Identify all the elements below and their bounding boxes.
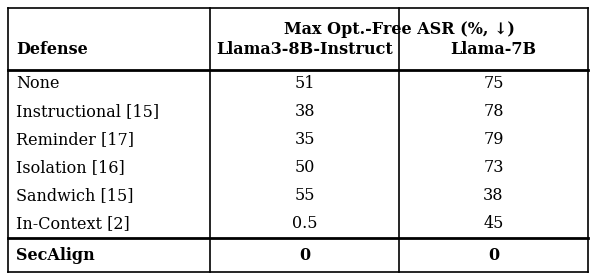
Text: In-Context [2]: In-Context [2]: [16, 216, 130, 232]
Text: 35: 35: [294, 132, 315, 148]
Text: Defense: Defense: [16, 41, 88, 57]
Text: 45: 45: [483, 216, 504, 232]
Text: 50: 50: [294, 160, 315, 176]
Text: 38: 38: [294, 104, 315, 120]
Text: 78: 78: [483, 104, 504, 120]
Text: Reminder [17]: Reminder [17]: [16, 132, 134, 148]
Text: 75: 75: [483, 76, 504, 92]
Text: Isolation [16]: Isolation [16]: [16, 160, 125, 176]
Text: Sandwich [15]: Sandwich [15]: [16, 188, 134, 204]
Text: 0.5: 0.5: [292, 216, 317, 232]
Text: 0: 0: [299, 246, 310, 263]
Text: None: None: [16, 76, 60, 92]
Text: Max Opt.-Free ASR (%, ↓): Max Opt.-Free ASR (%, ↓): [284, 20, 514, 38]
Text: 51: 51: [294, 76, 315, 92]
Text: 79: 79: [483, 132, 504, 148]
Text: Llama-7B: Llama-7B: [451, 41, 536, 57]
Text: 0: 0: [488, 246, 499, 263]
Text: 55: 55: [294, 188, 315, 204]
Text: 73: 73: [483, 160, 504, 176]
Text: 38: 38: [483, 188, 504, 204]
Text: SecAlign: SecAlign: [16, 246, 95, 263]
Text: Llama3-8B-Instruct: Llama3-8B-Instruct: [216, 41, 393, 57]
Text: Instructional [15]: Instructional [15]: [16, 104, 159, 120]
